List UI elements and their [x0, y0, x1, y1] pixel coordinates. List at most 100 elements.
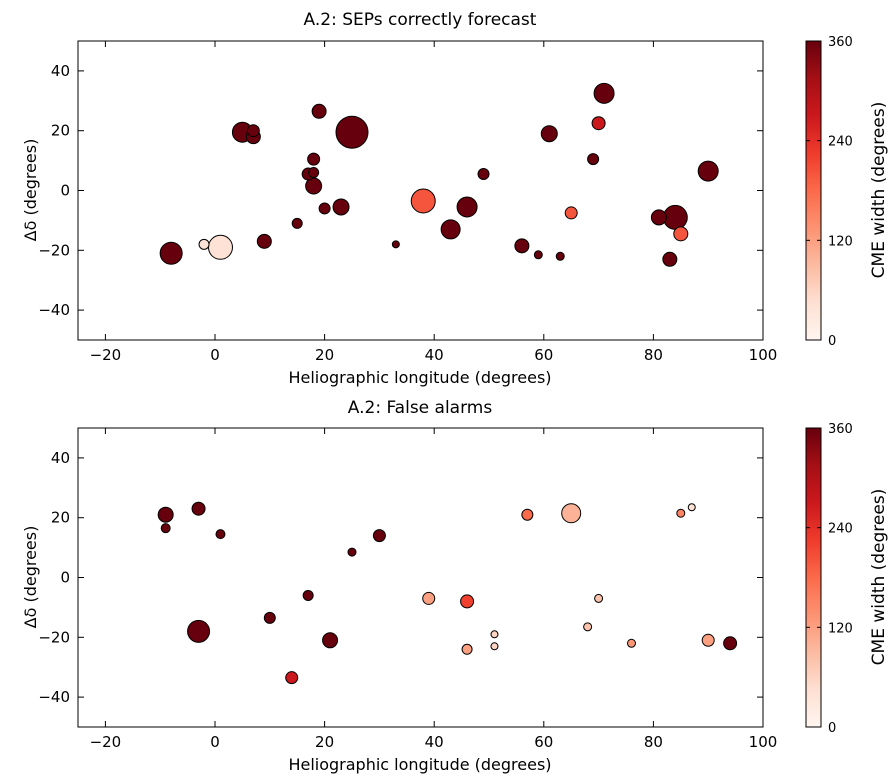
x-tick-label: −20 — [90, 346, 122, 364]
scatter-point — [198, 238, 210, 250]
colorbar-tick-label: 360 — [828, 422, 853, 437]
scatter-point — [440, 219, 461, 240]
x-tick-label: 20 — [315, 346, 334, 364]
scatter-point — [291, 217, 303, 229]
colorbar-ticks: 0 120 240 360 — [806, 422, 853, 736]
scatter-point — [626, 638, 636, 648]
colorbar-tick-label: 240 — [828, 522, 853, 537]
y-axis-label: Δδ (degrees) — [21, 526, 40, 629]
scatter-point — [650, 209, 667, 226]
x-tick-label: 100 — [749, 733, 778, 751]
scatter-point — [561, 503, 582, 524]
x-axis-label: Heliographic longitude (degrees) — [288, 368, 551, 387]
x-tick-label: 0 — [210, 733, 220, 751]
scatter-point — [673, 226, 689, 242]
scatter-point — [159, 241, 183, 265]
x-tick-label: 60 — [534, 346, 553, 364]
y-tick-label: −20 — [38, 628, 70, 646]
scatter-point — [555, 251, 565, 261]
colorbar-ticks: 0 120 240 360 — [806, 35, 853, 349]
x-tick-label: 80 — [644, 733, 663, 751]
scatter-point — [285, 671, 299, 685]
scatter-point — [583, 622, 593, 632]
scatter-point — [662, 204, 688, 230]
scatter-point — [521, 508, 534, 521]
panel-false-alarms: A.2: False alarms Heliographic longitude… — [21, 398, 889, 774]
scatter-point — [332, 198, 350, 216]
scatter-point — [160, 523, 171, 534]
scatter-point — [307, 152, 321, 166]
y-tick-label: 40 — [51, 62, 70, 80]
scatter-point — [490, 630, 499, 639]
plot-frame — [77, 40, 764, 341]
scatter-point — [593, 82, 615, 104]
scatter-point — [391, 240, 400, 249]
scatter-point — [662, 251, 678, 267]
scatter-point — [461, 643, 473, 655]
scatter-point — [490, 642, 499, 651]
scatter-point — [318, 202, 331, 215]
scatter-point — [372, 529, 386, 543]
y-tick-label: 40 — [51, 449, 70, 467]
scatter-point — [347, 547, 357, 557]
scatter-point — [514, 238, 530, 254]
x-axis-ticks: −20 0 20 40 60 80 100 — [90, 41, 777, 364]
scatter-point — [540, 125, 558, 143]
colorbar-label: CME width (degrees) — [869, 489, 889, 666]
scatter-point — [456, 196, 478, 218]
chart-title: A.2: False alarms — [348, 398, 493, 418]
x-axis-ticks: −20 0 20 40 60 80 100 — [90, 428, 778, 751]
colorbar-tick-label: 0 — [828, 334, 836, 349]
scatter-point — [308, 167, 320, 179]
scatter-point — [191, 501, 206, 516]
colorbar: 0 120 240 360 CME width (degrees) — [805, 35, 889, 349]
colorbar-gradient — [805, 427, 822, 728]
scatter-point — [701, 633, 715, 647]
y-axis-ticks: −40 −20 0 20 40 — [38, 62, 763, 319]
scatter-point — [591, 116, 606, 131]
scatter-point — [335, 115, 369, 149]
scatter-point — [587, 153, 600, 166]
colorbar-tick-label: 360 — [828, 35, 853, 50]
colorbar: 0 120 240 360 CME width (degrees) — [805, 422, 889, 736]
scatter-point — [322, 632, 339, 649]
scatter-point — [477, 168, 490, 181]
y-tick-label: 0 — [60, 569, 70, 587]
colorbar-tick-label: 0 — [828, 721, 836, 736]
x-tick-label: 40 — [425, 733, 444, 751]
x-tick-label: 0 — [210, 346, 220, 364]
scatter-point — [460, 594, 475, 609]
y-tick-label: −40 — [38, 688, 70, 706]
y-tick-label: −20 — [38, 241, 70, 259]
chart-title: A.2: SEPs correctly forecast — [304, 10, 537, 30]
scatter-point — [564, 206, 578, 220]
scatter-point — [422, 591, 436, 605]
scatter-point — [697, 160, 719, 182]
y-tick-label: −40 — [38, 301, 70, 319]
colorbar-label: CME width (degrees) — [869, 102, 889, 279]
colorbar-tick-label: 240 — [828, 135, 853, 150]
y-tick-label: 20 — [51, 509, 70, 527]
scatter-point — [215, 529, 226, 540]
y-tick-label: 0 — [60, 182, 70, 200]
x-tick-label: 20 — [315, 733, 334, 751]
scatter-point — [256, 233, 272, 249]
scatter-point — [311, 103, 327, 119]
panel-seps-correctly-forecast: A.2: SEPs correctly forecast Heliographi… — [21, 10, 889, 387]
scatter-point — [687, 503, 696, 512]
colorbar-tick-label: 120 — [828, 234, 853, 249]
scatter-points — [159, 82, 719, 267]
scatter-point — [594, 593, 604, 603]
y-axis-label: Δδ (degrees) — [21, 139, 40, 242]
scatter-point — [263, 611, 276, 624]
colorbar-gradient — [805, 40, 822, 341]
scatter-point — [533, 250, 543, 260]
scatter-point — [187, 619, 211, 643]
x-tick-label: 60 — [534, 733, 553, 751]
x-tick-label: −20 — [90, 733, 122, 751]
scatter-point — [207, 234, 233, 260]
x-tick-label: 80 — [644, 346, 663, 364]
plot-frame — [77, 427, 764, 728]
y-axis-ticks: −40 −20 0 20 40 — [38, 449, 763, 706]
